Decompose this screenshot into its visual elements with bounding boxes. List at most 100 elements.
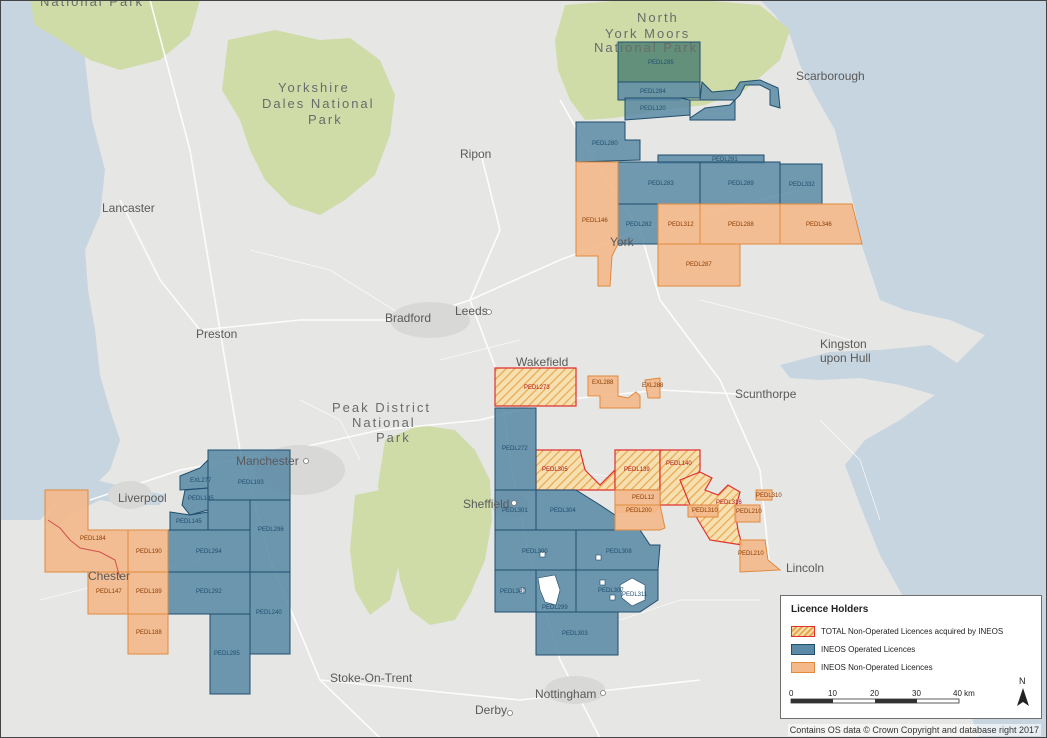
pedl200-block[interactable] xyxy=(614,504,666,531)
sea-east xyxy=(760,0,1047,738)
pedl346-block[interactable] xyxy=(779,203,863,245)
pedl193-lower[interactable] xyxy=(207,499,251,531)
pedl188-block[interactable] xyxy=(127,613,169,655)
legend: Licence Holders TOTAL Non-Operated Licen… xyxy=(780,595,1042,719)
pedl283-block[interactable] xyxy=(617,161,701,205)
scale-tick-40: 40 km xyxy=(953,689,975,698)
pedl240-block[interactable] xyxy=(249,571,291,655)
pedl332-block[interactable] xyxy=(779,163,823,205)
park-peak-west xyxy=(350,490,400,615)
pedl273-block[interactable] xyxy=(494,367,577,407)
legend-item-operated: INEOS Operated Licences xyxy=(791,643,915,655)
park-label-pd-2: National xyxy=(352,415,416,430)
licences-ne-operated[interactable] xyxy=(575,41,823,245)
pedl310b-block[interactable] xyxy=(755,489,773,501)
label-pedl146: PEDL146 xyxy=(582,218,608,224)
label-pedl139: PEDL139 xyxy=(624,467,650,473)
label-pedl307: PEDL307 xyxy=(598,588,624,594)
label-pedl200: PEDL200 xyxy=(626,508,652,514)
licences-central-nonoperated[interactable] xyxy=(587,375,782,573)
park-top-left xyxy=(30,0,200,70)
label-pedl296: PEDL296 xyxy=(258,527,284,533)
exl288-block[interactable] xyxy=(587,375,641,409)
label-pedl145: PEDL145 xyxy=(188,496,214,502)
exl288b-block[interactable] xyxy=(644,377,661,399)
label-pedl12: PEDL12 xyxy=(632,495,655,501)
place-derby: Derby xyxy=(475,703,507,717)
pedl210-block[interactable] xyxy=(734,504,761,523)
label-pedl310b: PEDL310 xyxy=(756,493,782,499)
licences-west-operated[interactable] xyxy=(167,449,291,695)
pedl189-block[interactable] xyxy=(127,571,169,615)
label-pedl299: PEDL299 xyxy=(542,605,568,611)
pedl190-block[interactable] xyxy=(127,529,169,573)
place-chester: Chester xyxy=(88,569,130,583)
licence-exclusions xyxy=(519,551,646,607)
place-york: York xyxy=(610,235,635,249)
map-credit: Contains OS data © Crown Copyright and d… xyxy=(787,724,1041,736)
licences-west-nonoperated[interactable] xyxy=(44,489,169,655)
label-pedl272: PEDL272 xyxy=(502,446,528,452)
label-pedl294: PEDL294 xyxy=(196,549,222,555)
pedl120-block[interactable] xyxy=(624,79,781,121)
place-preston: Preston xyxy=(196,327,237,341)
pedl310-block[interactable] xyxy=(687,504,719,518)
label-pedl210b: PEDL210 xyxy=(738,551,764,557)
place-scunthorpe: Scunthorpe xyxy=(735,387,797,401)
park-label-top-left: National Park xyxy=(40,0,144,9)
pedl292-block[interactable] xyxy=(167,571,251,615)
label-exl288: EXL288 xyxy=(592,380,614,386)
label-pedl190: PEDL190 xyxy=(136,549,162,555)
label-pedl240: PEDL240 xyxy=(256,610,282,616)
pedl145-block[interactable] xyxy=(181,487,209,516)
pedl287-block[interactable] xyxy=(657,243,741,287)
city-dots xyxy=(303,309,606,716)
humber-estuary xyxy=(780,345,960,395)
place-ripon: Ripon xyxy=(460,147,491,161)
park-label-yd-2: Dales National xyxy=(262,96,375,111)
legend-title: Licence Holders xyxy=(791,604,869,615)
road-network xyxy=(89,0,801,738)
legend-swatch-total xyxy=(791,625,815,637)
scale-tick-10: 10 xyxy=(828,689,837,698)
label-pedl140: PEDL140 xyxy=(666,461,692,467)
pedl210b-block[interactable] xyxy=(739,539,782,573)
place-lincoln: Lincoln xyxy=(786,561,824,575)
label-pedl189: PEDL189 xyxy=(136,589,162,595)
pedl289-block[interactable] xyxy=(699,161,781,205)
label-pedl289: PEDL289 xyxy=(728,181,754,187)
label-pedl310: PEDL310 xyxy=(692,508,718,514)
place-wakefield: Wakefield xyxy=(516,355,568,369)
scale-tick-30: 30 xyxy=(912,689,921,698)
place-kingston2: upon Hull xyxy=(820,351,871,365)
place-lancaster: Lancaster xyxy=(102,201,155,215)
label-exl288b: EXL288 xyxy=(642,383,664,389)
pedl296-block[interactable] xyxy=(249,499,291,573)
label-pedl303: PEDL303 xyxy=(562,631,588,637)
licences-ne-nonoperated[interactable] xyxy=(575,161,863,287)
label-pedl210: PEDL210 xyxy=(736,509,762,515)
park-label-nym-2: York Moors xyxy=(605,26,690,41)
label-pedl285: PEDL285 xyxy=(648,60,674,66)
west-coastline xyxy=(47,519,121,579)
pedl295-block[interactable] xyxy=(209,613,251,695)
label-pedl288: PEDL288 xyxy=(728,222,754,228)
pedl303-block[interactable] xyxy=(535,611,619,656)
park-label-pd-3: Park xyxy=(376,430,411,445)
legend-label-nonoperated: INEOS Non-Operated Licences xyxy=(821,662,933,672)
label-pedl349: PEDL349 xyxy=(500,589,526,595)
legend-item-nonoperated: INEOS Non-Operated Licences xyxy=(791,661,933,673)
label-pedl332: PEDL332 xyxy=(789,182,815,188)
label-pedl184: PEDL184 xyxy=(80,536,106,542)
label-pedl145b: PEDL145 xyxy=(176,519,202,525)
label-pedl193: PEDL193 xyxy=(238,480,264,486)
place-leeds: Leeds xyxy=(455,304,488,318)
label-pedl188: PEDL188 xyxy=(136,630,162,636)
park-label-pd-1: Peak District xyxy=(332,400,431,415)
label-pedl280: PEDL280 xyxy=(592,141,618,147)
label-exl277: EXL277 xyxy=(190,478,212,484)
label-pedl283: PEDL283 xyxy=(648,181,674,187)
pedl146-block[interactable] xyxy=(575,161,619,287)
north-label: N xyxy=(1019,676,1026,686)
